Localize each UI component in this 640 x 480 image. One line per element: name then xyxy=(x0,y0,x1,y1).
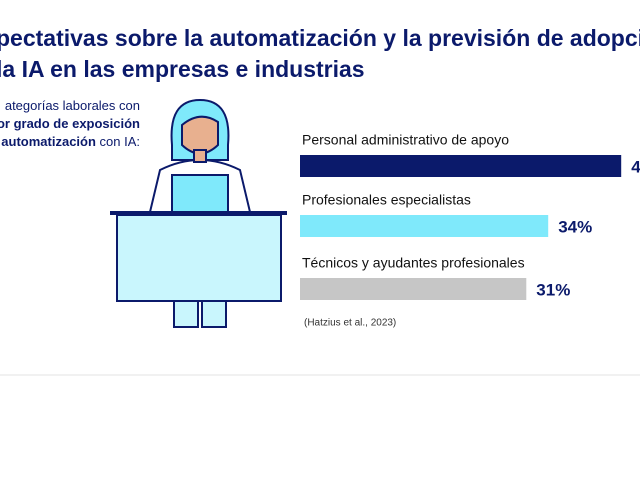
caption: or grado de exposición xyxy=(0,116,140,131)
value-label: 44% xyxy=(631,157,640,176)
laptop xyxy=(171,174,229,213)
leg xyxy=(173,300,199,328)
value-label: 31% xyxy=(536,280,570,299)
bar xyxy=(300,278,527,300)
title: la IA en las empresas e industrias xyxy=(0,56,365,82)
face xyxy=(181,115,219,155)
caption-part: ategorías laborales con xyxy=(5,98,140,113)
neck xyxy=(193,149,207,163)
caption-part: con IA: xyxy=(96,134,140,149)
desk xyxy=(116,214,282,302)
caption: automatización con IA: xyxy=(1,134,140,149)
category-label: Profesionales especialistas xyxy=(302,192,471,208)
illustration xyxy=(110,98,287,328)
bar xyxy=(300,215,549,237)
leg xyxy=(201,300,227,328)
caption: ategorías laborales con xyxy=(5,98,140,113)
category-label: Técnicos y ayudantes profesionales xyxy=(302,255,525,271)
caption-part: or grado de exposición xyxy=(0,116,140,131)
value-label: 34% xyxy=(558,217,592,236)
bar xyxy=(300,155,622,177)
title: pectativas sobre la automatización y la … xyxy=(0,25,640,51)
caption-part: automatización xyxy=(1,134,96,149)
source: (Hatzius et al., 2023) xyxy=(304,318,396,329)
category-label: Personal administrativo de apoyo xyxy=(302,132,509,148)
